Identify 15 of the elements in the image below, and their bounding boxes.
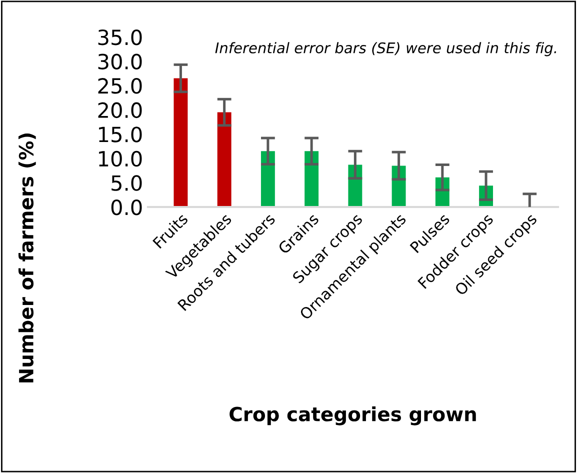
bar (174, 78, 188, 207)
y-tick-label: 20.0 (98, 102, 142, 118)
y-tick-label: 30.0 (98, 54, 142, 70)
annotation: Inferential error bars (SE) were used in this fig. (215, 42, 556, 56)
bar (217, 112, 232, 207)
y-tick-label: 5.0 (112, 175, 142, 191)
y-tick-label: 10.0 (99, 150, 142, 167)
y-tick-label: 15.0 (99, 126, 142, 142)
y-tick-label: 0.0 (111, 199, 142, 216)
bar (260, 151, 275, 207)
bar (304, 151, 319, 207)
y-tick-label: 35.0 (98, 29, 142, 46)
x-axis-title: Crop categories grown (230, 406, 476, 426)
y-axis-title: Number of farmers (%) (18, 134, 36, 382)
y-tick-label: 25.0 (98, 78, 142, 94)
